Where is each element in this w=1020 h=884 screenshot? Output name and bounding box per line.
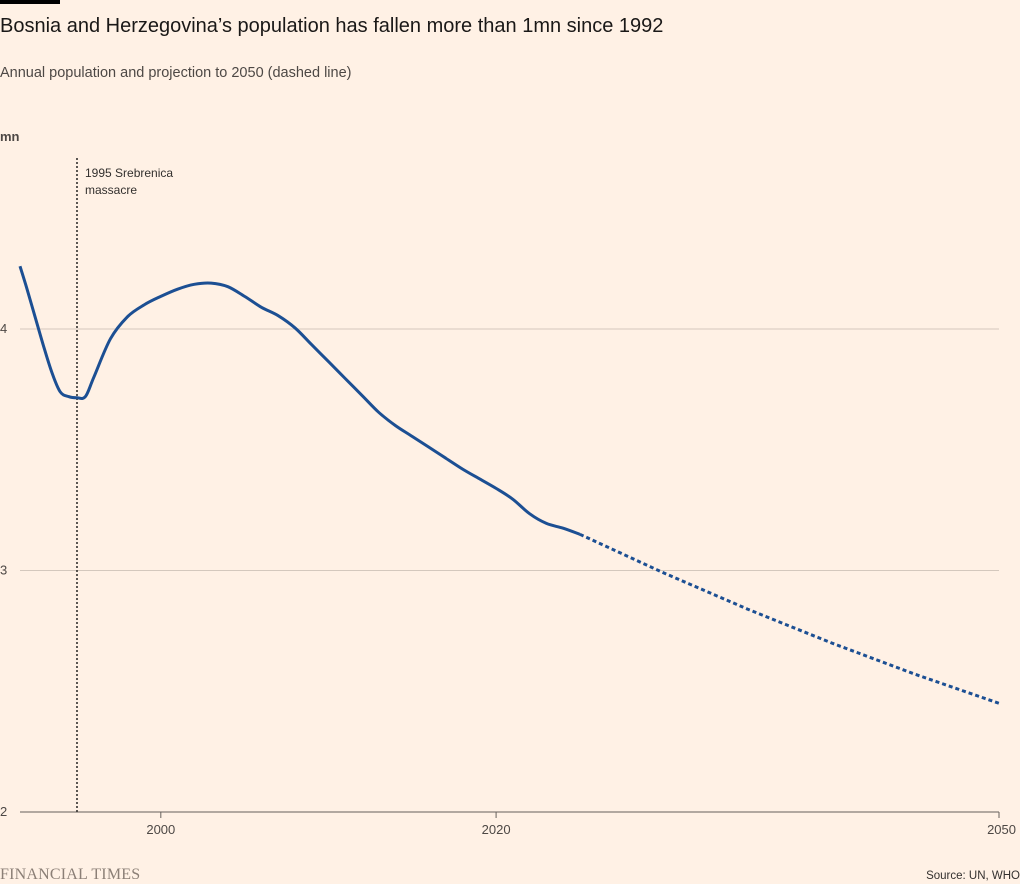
ft-top-bar <box>0 0 60 4</box>
annotation-label-line2: massacre <box>85 183 137 197</box>
y-tick-label-4: 4 <box>0 321 7 336</box>
x-tick-label-2000: 2000 <box>146 822 175 837</box>
y-axis-unit-label: mn <box>0 129 20 144</box>
x-tick-label-2020: 2020 <box>482 822 511 837</box>
y-tick-label-3: 3 <box>0 563 7 578</box>
ft-logo: FINANCIAL TIMES <box>0 866 141 883</box>
population-line <box>18 265 581 536</box>
y-tick-label-2: 2 <box>0 804 7 819</box>
annotation-label-line1: 1995 Srebrenica <box>85 166 173 180</box>
chart-subtitle: Annual population and projection to 2050… <box>0 65 352 81</box>
x-tick-label-2050: 2050 <box>987 822 1016 837</box>
source-note: Source: UN, WHO <box>926 870 1020 882</box>
population-projection-line <box>579 532 1000 705</box>
chart-title: Bosnia and Herzegovina’s population has … <box>0 15 664 37</box>
